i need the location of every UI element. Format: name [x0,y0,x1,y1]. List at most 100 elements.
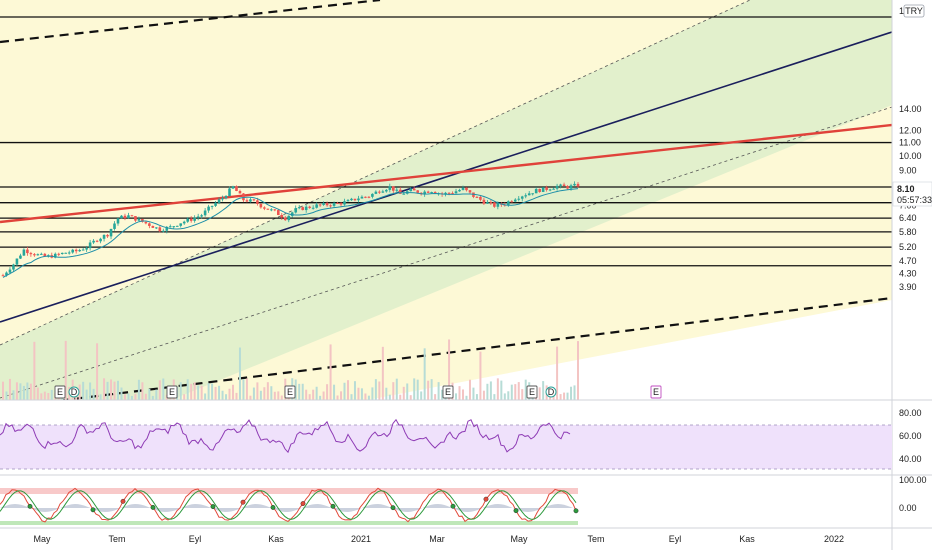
candle-body [242,193,245,201]
candle-body [22,249,26,256]
currency-label: TRY [905,6,923,16]
price-tick-label: 5.80 [899,227,917,237]
volume-bar [228,388,231,400]
volume-bar [409,395,412,400]
time-tick-label: Kas [739,534,755,544]
candle-body [259,203,263,208]
candle-body [81,249,85,251]
stoch-overbought-band [0,488,578,494]
candle-body [64,252,68,254]
candle-body [409,188,413,192]
volume-bar [308,394,311,400]
stoch-pane[interactable] [0,487,579,525]
volume-bar [277,391,280,400]
volume-bar [193,382,196,400]
candle-body [559,184,562,186]
volume-bar [566,392,569,400]
candle-body [374,191,378,194]
volume-bar [78,384,81,400]
event-marker[interactable]: E [284,385,296,399]
candle-body [308,206,311,208]
currency-badge[interactable]: TRY [903,4,925,18]
event-marker[interactable]: D [545,386,557,398]
volume-bar [423,348,426,400]
time-tick-label: Mar [429,534,445,544]
event-marker[interactable]: E [526,385,538,399]
volume-bar [225,394,228,400]
candle-body [507,201,510,206]
candle-body [343,201,346,205]
svg-text:D: D [71,387,78,397]
candle-body [475,196,479,198]
candle-body [214,202,217,206]
volume-bar [155,389,158,400]
last-price-tag: 8.10 05:57:33 [892,181,932,207]
volume-bar [556,346,559,400]
candle-body [294,208,298,213]
time-tick-label: Eyl [189,534,202,544]
candle-body [245,200,249,202]
rsi-pane[interactable] [0,418,892,470]
svg-text:E: E [445,387,451,397]
candle-body [552,188,555,190]
event-marker[interactable]: E [650,385,662,399]
candle-body [60,252,64,255]
price-tick-label: 10.00 [899,151,922,161]
candle-body [489,202,493,204]
event-marker[interactable]: E [442,385,454,399]
stoch-axis[interactable]: 100.00 0.00 [899,475,927,513]
main-plot-area[interactable] [0,0,892,470]
candle-body [175,225,179,227]
volume-bar [472,387,475,400]
candle-body [517,198,521,200]
svg-text:D: D [548,387,555,397]
volume-bar [333,384,336,400]
event-marker[interactable]: E [166,385,178,399]
candle-body [555,185,559,189]
volume-bar [427,380,430,400]
volume-bar [329,344,332,400]
volume-bar [542,381,545,400]
candle-body [231,186,235,189]
time-tick-label: May [33,534,51,544]
candle-body [36,254,40,256]
volume-bar [570,386,573,400]
volume-bar [399,394,402,400]
stoch-k-line [0,487,577,523]
candle-body [130,215,134,217]
rsi-band [0,425,892,469]
candle-body [256,200,259,204]
candle-body [168,226,172,228]
candle-body [19,255,22,259]
time-axis[interactable]: May Tem Eyl Kas 2021 Mar May Tem Eyl Kas 2022 [33,534,844,544]
event-marker[interactable]: E [54,385,66,399]
candle-body [388,186,392,190]
volume-bar [270,386,273,400]
candle-body [346,200,350,202]
volume-bar [137,379,140,400]
time-tick-label: Tem [108,534,125,544]
volume-bar [294,379,297,400]
volume-bar [336,395,339,400]
volume-bar [242,379,245,400]
volume-bar [479,351,482,400]
candle-body [217,199,221,203]
volume-bar [326,384,329,400]
volume-bar [92,388,95,400]
candle-body [297,207,301,209]
price-axis[interactable]: 16.14.0012.0011.0010.009.007.006.405.805… [899,6,922,292]
candle-body [433,192,437,194]
rsi-axis[interactable]: 80.00 60.00 40.00 [899,408,922,464]
volume-bar [43,391,46,400]
candle-body [280,215,284,218]
candle-body [402,193,406,195]
event-marker[interactable]: D [68,386,80,398]
candle-body [290,212,294,216]
volume-bar [26,382,29,400]
candle-body [221,198,224,200]
svg-text:E: E [57,387,63,397]
svg-text:E: E [653,387,659,397]
volume-bar [113,381,116,400]
volume-bar [350,394,353,400]
